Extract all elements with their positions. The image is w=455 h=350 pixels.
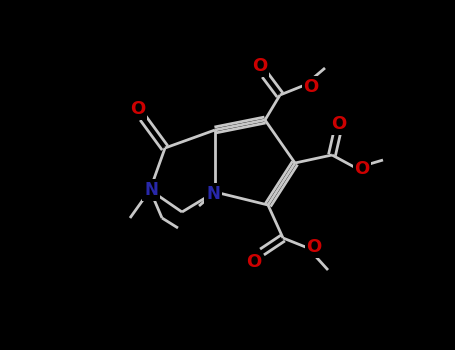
Text: N: N xyxy=(206,185,220,203)
Text: O: O xyxy=(303,78,318,96)
Text: O: O xyxy=(354,160,369,178)
Text: O: O xyxy=(246,253,262,271)
Text: O: O xyxy=(131,100,146,118)
Text: O: O xyxy=(331,115,347,133)
Text: O: O xyxy=(253,57,268,75)
Text: N: N xyxy=(144,181,158,199)
Text: O: O xyxy=(306,238,322,256)
